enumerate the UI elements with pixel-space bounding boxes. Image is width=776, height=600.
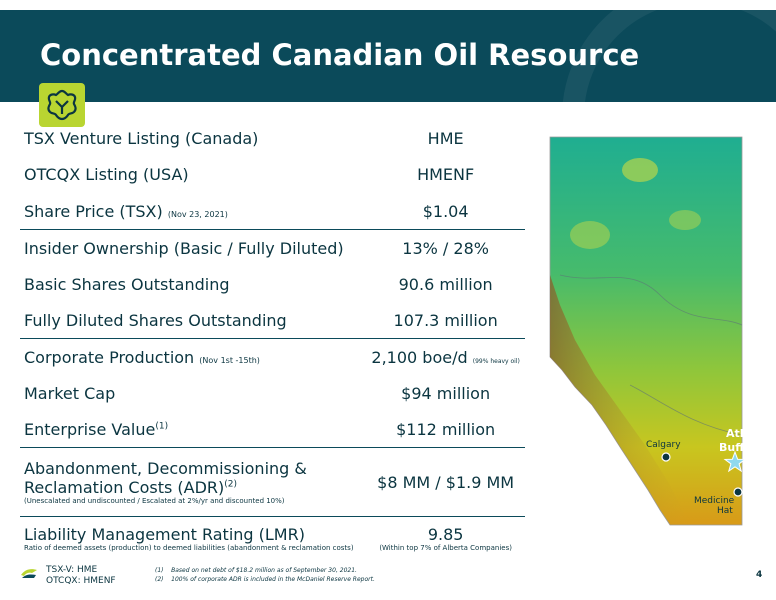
hat-label: Hat: [717, 506, 733, 516]
highland-area: [570, 221, 610, 249]
row-label: Corporate Production (Nov 1st -15th): [24, 347, 260, 367]
medicine-label: Medicine: [694, 496, 735, 506]
table-row: Corporate Production (Nov 1st -15th) 2,1…: [20, 339, 525, 375]
row-value: HMENF: [417, 165, 475, 184]
page-title: Concentrated Canadian Oil Resource: [40, 38, 640, 72]
calgary-label: Calgary: [646, 440, 681, 450]
row-value: 90.6 million: [398, 274, 493, 294]
table-row: Abandonment, Decommissioning & Reclamati…: [20, 448, 525, 517]
rocky-mountains-shading: [550, 275, 690, 525]
alberta-map: Calgary Atlee Buffalo Medicine Hat: [549, 136, 763, 526]
table-row: Liability Management Rating (LMR) Ratio …: [20, 517, 525, 559]
footnotes: (1) Based on net debt of $18.2 million a…: [155, 566, 375, 584]
atlee-label: Atlee: [726, 427, 758, 440]
row-label: OTCQX Listing (USA): [24, 165, 189, 184]
table-row: OTCQX Listing (USA) HMENF: [20, 156, 525, 193]
row-label: Enterprise Value(1): [24, 419, 169, 439]
row-label: Insider Ownership (Basic / Fully Diluted…: [24, 238, 344, 258]
table-row: TSX Venture Listing (Canada) HME: [20, 120, 525, 156]
row-value: 107.3 million: [393, 310, 498, 330]
footer-logo-icon: [21, 569, 37, 578]
row-value: $1.04: [422, 201, 469, 221]
row-label-sub: (Unescalated and undiscounted / Escalate…: [24, 497, 285, 505]
footnote-1: (1) Based on net debt of $18.2 million a…: [155, 567, 357, 574]
table-row: Market Cap $94 million: [20, 375, 525, 411]
ticker-otcqx: OTCQX: HMENF: [46, 576, 116, 586]
row-label-line1: Abandonment, Decommissioning &: [24, 459, 307, 478]
row-label-line2: Reclamation Costs (ADR)(2): [24, 478, 238, 497]
row-value: $94 million: [401, 383, 491, 403]
row-label: Fully Diluted Shares Outstanding: [24, 310, 287, 330]
river-line: [559, 274, 743, 326]
header-banner: Concentrated Canadian Oil Resource: [0, 10, 776, 102]
row-value: $112 million: [396, 419, 496, 439]
page-number: 4: [756, 570, 763, 580]
buffalo-label: Buffalo: [719, 441, 763, 454]
row-label-note: (Nov 1st -15th): [199, 355, 260, 365]
table-row: Share Price (TSX) (Nov 23, 2021) $1.04: [20, 193, 525, 230]
row-value: 13% / 28%: [402, 238, 489, 258]
row-label-line1: Liability Management Rating (LMR): [24, 524, 305, 544]
row-label: Basic Shares Outstanding: [24, 274, 230, 294]
table-row: Enterprise Value(1) $112 million: [20, 411, 525, 448]
footer-tickers: TSX-V: HME OTCQX: HMENF: [20, 565, 116, 587]
row-value: $8 MM / $1.9 MM: [377, 472, 515, 492]
table-row: Fully Diluted Shares Outstanding 107.3 m…: [20, 302, 525, 339]
row-value-main: 9.85: [427, 524, 464, 544]
row-label-sup: (1): [155, 421, 169, 432]
company-logo-icon: [39, 83, 85, 127]
row-value-note: (99% heavy oil): [472, 357, 520, 365]
row-label: Liability Management Rating (LMR) Ratio …: [20, 525, 366, 552]
row-label-sub: Ratio of deemed assets (production) to d…: [24, 543, 354, 552]
river-line: [629, 384, 743, 436]
row-value: HME: [427, 128, 464, 148]
row-label: Abandonment, Decommissioning & Reclamati…: [20, 459, 366, 505]
table-row: Basic Shares Outstanding 90.6 million: [20, 266, 525, 302]
row-label: Market Cap: [24, 383, 116, 403]
calgary-marker: [661, 452, 671, 462]
row-label: TSX Venture Listing (Canada): [24, 128, 259, 148]
highland-area: [669, 210, 701, 230]
highland-area: [622, 158, 658, 182]
row-value: 2,100 boe/d (99% heavy oil): [371, 347, 520, 367]
row-value-sub: (Within top 7% of Alberta Companies): [379, 543, 512, 552]
ticker-tsx: TSX-V: HME: [46, 565, 98, 575]
company-facts-table: TSX Venture Listing (Canada) HME OTCQX L…: [20, 120, 525, 559]
medicine-hat-marker: [733, 487, 743, 497]
footnote-2: (2) 100% of corporate ADR is included in…: [155, 576, 375, 583]
row-label-sup: (2): [224, 479, 238, 490]
table-row: Insider Ownership (Basic / Fully Diluted…: [20, 230, 525, 266]
row-value: 9.85 (Within top 7% of Alberta Companies…: [366, 525, 525, 552]
atlee-buffalo-star-icon: [723, 450, 747, 473]
row-label-note: (Nov 23, 2021): [167, 209, 228, 219]
row-label: Share Price (TSX) (Nov 23, 2021): [24, 201, 228, 221]
